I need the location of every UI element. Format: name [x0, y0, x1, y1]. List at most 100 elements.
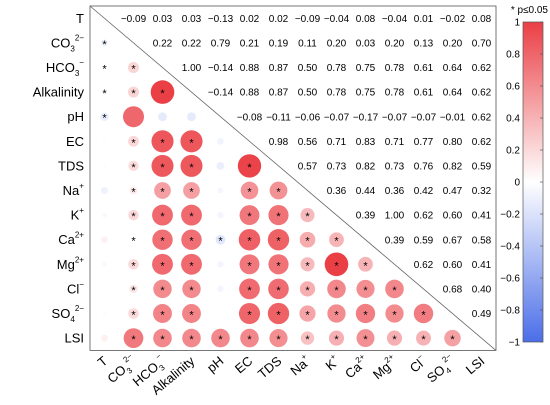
significance-star: * [160, 285, 165, 297]
significance-star: * [160, 310, 165, 322]
corr-value-label: 0.41 [472, 211, 492, 222]
corr-value-label: 0.02 [240, 14, 260, 25]
significance-star: * [247, 236, 252, 248]
row-label: CO32− [51, 33, 84, 53]
significance-star: * [363, 285, 368, 297]
corr-circle [129, 186, 138, 195]
corr-circle [385, 304, 404, 323]
corr-circle [327, 279, 346, 299]
corr-value-label: 0.50 [298, 63, 318, 74]
significance-star: * [189, 187, 194, 199]
corr-value-label: −0.11 [266, 112, 291, 123]
significance-star: * [160, 162, 165, 174]
corr-circle [153, 328, 172, 348]
significance-star: * [305, 310, 310, 322]
corr-circle [129, 284, 138, 294]
corr-circle [239, 254, 260, 275]
corr-circle [103, 287, 106, 291]
column-label: T [95, 353, 111, 370]
column-label: LSI [463, 353, 488, 377]
significance-star: * [247, 187, 252, 199]
corr-value-label: −0.17 [353, 112, 379, 123]
corr-circle [154, 182, 171, 199]
corr-value-label: 0.20 [385, 39, 405, 50]
significance-star: * [131, 310, 136, 322]
corr-circle [102, 311, 107, 316]
corr-value-label: 0.62 [414, 260, 434, 271]
corr-circle [152, 253, 173, 275]
corr-circle [153, 279, 172, 299]
significance-star: * [102, 88, 107, 100]
corr-circle [128, 308, 139, 319]
corr-circle [128, 259, 139, 270]
corr-circle [182, 279, 201, 299]
row-label: LSI [64, 331, 84, 346]
corr-circle [127, 61, 140, 74]
corr-circle [356, 279, 375, 298]
row-label: Cl− [67, 280, 84, 297]
corr-circle [269, 329, 288, 348]
corr-circle [300, 257, 315, 272]
corr-value-label: 1.00 [385, 211, 405, 222]
corr-value-label: 0.87 [269, 63, 289, 74]
corr-value-label: 0.21 [240, 39, 260, 50]
significance-star: * [160, 260, 165, 272]
significance-star: * [189, 334, 194, 346]
corr-circle [299, 305, 316, 322]
significance-star: * [189, 211, 194, 223]
corr-value-label: 0.57 [298, 162, 318, 173]
corr-circle [217, 187, 224, 194]
significance-star: * [131, 88, 136, 100]
colorbar-tick-label: 0.4 [506, 114, 520, 125]
corr-circle [128, 135, 139, 147]
significance-star: * [334, 236, 339, 248]
significance-star: * [276, 260, 281, 272]
corr-circle [150, 80, 175, 104]
corr-circle [385, 279, 404, 299]
corr-circle [128, 160, 139, 172]
significance-star: * [189, 137, 194, 149]
significance-star: * [247, 162, 252, 174]
corr-value-label: 0.02 [269, 14, 289, 25]
significance-star: * [363, 310, 368, 322]
corr-value-label: 0.58 [472, 235, 492, 246]
significance-star: * [334, 260, 339, 272]
corr-value-label: −0.14 [208, 88, 234, 99]
corr-value-label: 0.03 [356, 39, 376, 50]
corr-value-label: −0.06 [295, 112, 321, 123]
corr-circle [299, 231, 316, 248]
corr-circle [268, 205, 289, 226]
corr-value-label: 0.39 [385, 235, 405, 246]
corr-circle [216, 161, 225, 170]
corr-circle [240, 328, 259, 348]
corr-value-label: 0.03 [153, 14, 173, 25]
significance-star: * [160, 88, 165, 100]
corr-value-label: 0.98 [269, 137, 289, 148]
colorbar-tick-label: −1 [509, 338, 521, 349]
significance-star: * [334, 310, 339, 322]
colorbar-tick-label: 0.2 [506, 146, 520, 157]
significance-star: * [160, 187, 165, 199]
corr-circle [267, 302, 290, 325]
corr-circle [102, 164, 107, 168]
corr-circle [102, 139, 107, 143]
corr-value-label: −0.09 [295, 14, 321, 25]
corr-circle [328, 330, 345, 346]
corr-circle [181, 229, 202, 250]
corr-value-label: −0.04 [324, 14, 350, 25]
significance-star: * [247, 260, 252, 272]
corr-circle [324, 252, 349, 277]
corr-circle [151, 130, 174, 153]
column-label: K+ [322, 352, 343, 373]
corr-circle [152, 229, 173, 250]
diagonal-line [89, 5, 497, 351]
colorbar-tick-label: 0 [514, 178, 520, 189]
significance-star: * [392, 285, 397, 297]
corr-value-label: −0.07 [382, 112, 408, 123]
significance-star: * [131, 137, 136, 149]
column-label: Mg2+ [369, 352, 401, 382]
significance-star: * [131, 211, 136, 223]
corr-circle [300, 331, 315, 345]
corr-value-label: 0.41 [472, 260, 492, 271]
